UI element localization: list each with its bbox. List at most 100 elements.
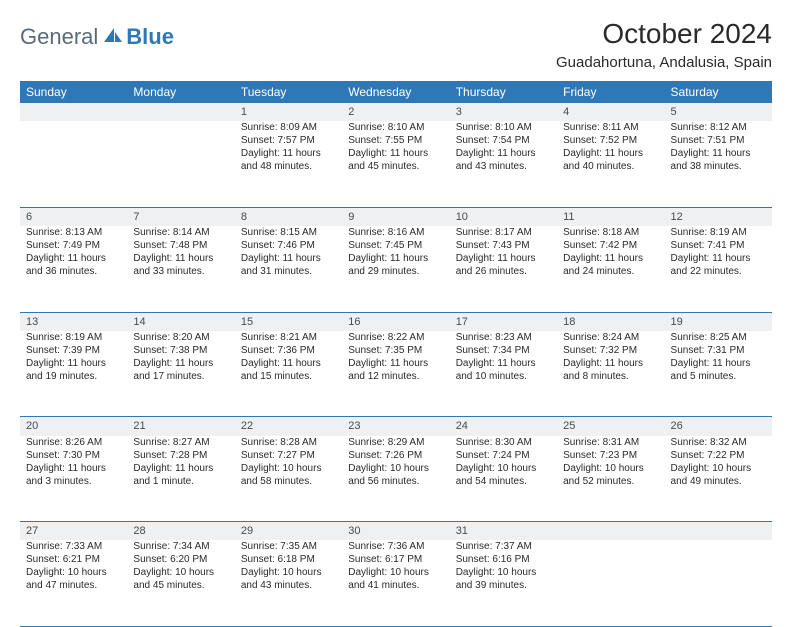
sunrise-text: Sunrise: 8:13 AM xyxy=(26,226,121,239)
day-number-row: 12345 xyxy=(20,103,772,121)
sunrise-text: Sunrise: 8:17 AM xyxy=(456,226,551,239)
sunset-text: Sunset: 7:38 PM xyxy=(133,344,228,357)
sunrise-text: Sunrise: 8:15 AM xyxy=(241,226,336,239)
day-number: 18 xyxy=(557,312,664,331)
daylight-text: Daylight: 10 hours and 47 minutes. xyxy=(26,566,121,592)
sunset-text: Sunset: 6:20 PM xyxy=(133,553,228,566)
sunset-text: Sunset: 7:42 PM xyxy=(563,239,658,252)
sunset-text: Sunset: 7:51 PM xyxy=(671,134,766,147)
sunrise-text: Sunrise: 7:34 AM xyxy=(133,540,228,553)
daylight-text: Daylight: 11 hours and 12 minutes. xyxy=(348,357,443,383)
sunset-text: Sunset: 6:16 PM xyxy=(456,553,551,566)
sunset-text: Sunset: 7:54 PM xyxy=(456,134,551,147)
day-header: Wednesday xyxy=(342,81,449,103)
day-number: 27 xyxy=(20,522,127,541)
day-number: 21 xyxy=(127,417,234,436)
sunrise-text: Sunrise: 8:22 AM xyxy=(348,331,443,344)
sunrise-text: Sunrise: 7:35 AM xyxy=(241,540,336,553)
header: General Blue October 2024 Guadahortuna, … xyxy=(20,18,772,71)
empty-cell xyxy=(665,540,772,626)
brand-text-1: General xyxy=(20,24,98,50)
day-number xyxy=(557,522,664,541)
sunrise-text: Sunrise: 8:20 AM xyxy=(133,331,228,344)
calendar-table: SundayMondayTuesdayWednesdayThursdayFrid… xyxy=(20,81,772,627)
day-cell: Sunrise: 8:31 AMSunset: 7:23 PMDaylight:… xyxy=(557,436,664,522)
day-number-row: 2728293031 xyxy=(20,522,772,541)
day-number: 29 xyxy=(235,522,342,541)
day-number: 1 xyxy=(235,103,342,121)
sunset-text: Sunset: 7:52 PM xyxy=(563,134,658,147)
day-cell: Sunrise: 8:28 AMSunset: 7:27 PMDaylight:… xyxy=(235,436,342,522)
day-cell: Sunrise: 8:11 AMSunset: 7:52 PMDaylight:… xyxy=(557,121,664,207)
day-number: 13 xyxy=(20,312,127,331)
daylight-text: Daylight: 11 hours and 1 minute. xyxy=(133,462,228,488)
calendar-week-row: Sunrise: 8:26 AMSunset: 7:30 PMDaylight:… xyxy=(20,436,772,522)
day-number-row: 13141516171819 xyxy=(20,312,772,331)
sunset-text: Sunset: 7:41 PM xyxy=(671,239,766,252)
sunrise-text: Sunrise: 8:21 AM xyxy=(241,331,336,344)
day-number: 6 xyxy=(20,207,127,226)
daylight-text: Daylight: 11 hours and 36 minutes. xyxy=(26,252,121,278)
daylight-text: Daylight: 10 hours and 56 minutes. xyxy=(348,462,443,488)
day-number: 5 xyxy=(665,103,772,121)
day-header: Sunday xyxy=(20,81,127,103)
daylight-text: Daylight: 11 hours and 19 minutes. xyxy=(26,357,121,383)
day-header: Saturday xyxy=(665,81,772,103)
sunset-text: Sunset: 7:35 PM xyxy=(348,344,443,357)
daylight-text: Daylight: 10 hours and 39 minutes. xyxy=(456,566,551,592)
day-number-row: 20212223242526 xyxy=(20,417,772,436)
day-number: 8 xyxy=(235,207,342,226)
sunrise-text: Sunrise: 7:37 AM xyxy=(456,540,551,553)
daylight-text: Daylight: 10 hours and 58 minutes. xyxy=(241,462,336,488)
sail-icon xyxy=(102,24,124,50)
calendar-week-row: Sunrise: 8:09 AMSunset: 7:57 PMDaylight:… xyxy=(20,121,772,207)
day-number: 25 xyxy=(557,417,664,436)
sunrise-text: Sunrise: 8:19 AM xyxy=(26,331,121,344)
day-cell: Sunrise: 8:10 AMSunset: 7:55 PMDaylight:… xyxy=(342,121,449,207)
day-number: 11 xyxy=(557,207,664,226)
sunset-text: Sunset: 7:46 PM xyxy=(241,239,336,252)
sunset-text: Sunset: 7:43 PM xyxy=(456,239,551,252)
sunrise-text: Sunrise: 8:09 AM xyxy=(241,121,336,134)
day-number: 10 xyxy=(450,207,557,226)
daylight-text: Daylight: 10 hours and 49 minutes. xyxy=(671,462,766,488)
daylight-text: Daylight: 10 hours and 41 minutes. xyxy=(348,566,443,592)
day-number-row: 6789101112 xyxy=(20,207,772,226)
empty-cell xyxy=(557,540,664,626)
day-number: 15 xyxy=(235,312,342,331)
daylight-text: Daylight: 11 hours and 15 minutes. xyxy=(241,357,336,383)
sunset-text: Sunset: 6:21 PM xyxy=(26,553,121,566)
day-header: Friday xyxy=(557,81,664,103)
day-cell: Sunrise: 8:26 AMSunset: 7:30 PMDaylight:… xyxy=(20,436,127,522)
sunrise-text: Sunrise: 8:10 AM xyxy=(348,121,443,134)
day-number: 19 xyxy=(665,312,772,331)
daylight-text: Daylight: 11 hours and 31 minutes. xyxy=(241,252,336,278)
brand-logo: General Blue xyxy=(20,18,174,50)
day-number: 3 xyxy=(450,103,557,121)
day-cell: Sunrise: 8:22 AMSunset: 7:35 PMDaylight:… xyxy=(342,331,449,417)
sunrise-text: Sunrise: 8:11 AM xyxy=(563,121,658,134)
day-cell: Sunrise: 8:32 AMSunset: 7:22 PMDaylight:… xyxy=(665,436,772,522)
sunrise-text: Sunrise: 8:14 AM xyxy=(133,226,228,239)
empty-cell xyxy=(20,121,127,207)
day-cell: Sunrise: 8:10 AMSunset: 7:54 PMDaylight:… xyxy=(450,121,557,207)
sunrise-text: Sunrise: 8:25 AM xyxy=(671,331,766,344)
daylight-text: Daylight: 11 hours and 8 minutes. xyxy=(563,357,658,383)
day-cell: Sunrise: 8:21 AMSunset: 7:36 PMDaylight:… xyxy=(235,331,342,417)
day-cell: Sunrise: 8:24 AMSunset: 7:32 PMDaylight:… xyxy=(557,331,664,417)
day-cell: Sunrise: 7:37 AMSunset: 6:16 PMDaylight:… xyxy=(450,540,557,626)
day-number: 23 xyxy=(342,417,449,436)
day-number xyxy=(127,103,234,121)
sunrise-text: Sunrise: 8:28 AM xyxy=(241,436,336,449)
daylight-text: Daylight: 11 hours and 17 minutes. xyxy=(133,357,228,383)
sunset-text: Sunset: 7:32 PM xyxy=(563,344,658,357)
sunrise-text: Sunrise: 8:19 AM xyxy=(671,226,766,239)
sunset-text: Sunset: 7:55 PM xyxy=(348,134,443,147)
sunrise-text: Sunrise: 8:29 AM xyxy=(348,436,443,449)
day-number: 31 xyxy=(450,522,557,541)
daylight-text: Daylight: 11 hours and 10 minutes. xyxy=(456,357,551,383)
calendar-week-row: Sunrise: 8:19 AMSunset: 7:39 PMDaylight:… xyxy=(20,331,772,417)
day-cell: Sunrise: 8:12 AMSunset: 7:51 PMDaylight:… xyxy=(665,121,772,207)
day-header: Thursday xyxy=(450,81,557,103)
sunrise-text: Sunrise: 8:31 AM xyxy=(563,436,658,449)
